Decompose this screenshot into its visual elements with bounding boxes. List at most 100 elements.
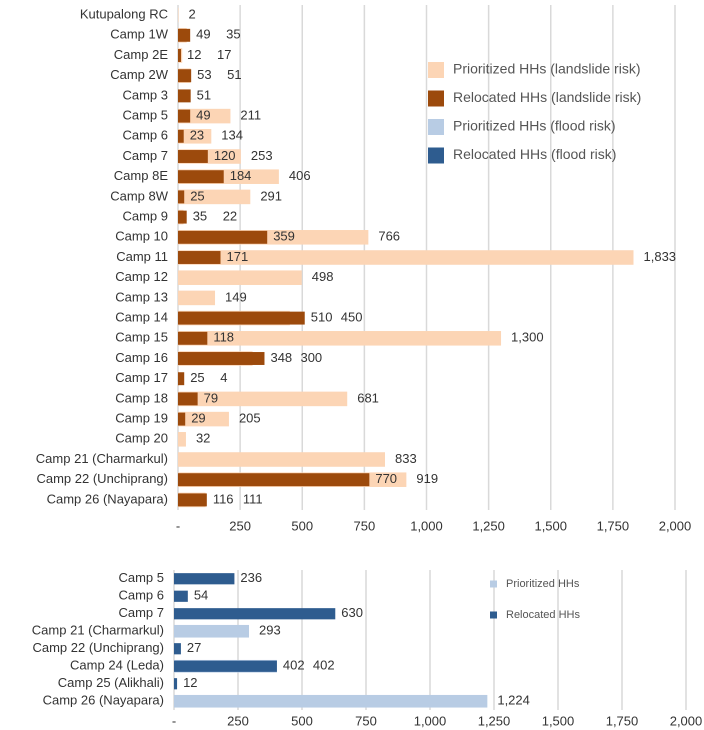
data-label: 35 [226,27,240,42]
data-label: 17 [217,47,231,62]
data-label: 79 [204,390,218,405]
data-label: 211 [240,108,261,123]
y-tick-label: Kutupalong RC [80,7,168,22]
data-label: 833 [395,451,417,466]
data-label: 120 [214,148,236,163]
y-tick-label: Camp 10 [115,229,168,244]
legend-label: Relocated HHs (flood risk) [453,146,616,162]
data-label: 681 [357,390,379,405]
legend-swatch [428,147,444,164]
data-label: 359 [273,229,295,244]
data-label: 49 [196,27,210,42]
bar [178,129,212,144]
legend-label: Relocated HHs (landslide risk) [453,89,641,105]
x-tick-label: - [172,713,176,728]
data-label: 205 [239,411,261,426]
data-label: 4 [220,370,227,385]
y-tick-label: Camp 26 (Nayapara) [47,491,168,506]
bar [178,473,370,487]
data-label: 54 [194,588,208,603]
data-label: 1,300 [511,330,544,345]
y-tick-label: Camp 9 [122,209,168,224]
bar [178,391,348,407]
bar [178,331,208,345]
bar [178,331,502,346]
bar [174,660,277,672]
data-label: 53 [197,67,211,82]
data-label: 919 [416,471,438,486]
data-label: 770 [375,471,397,486]
x-tick-label: - [176,518,180,533]
data-label: 118 [213,330,234,345]
bar [178,411,229,427]
bar [178,412,186,426]
data-label: 111 [243,491,263,506]
data-label: 2 [188,7,195,22]
legend-swatch [490,611,497,619]
data-label: 300 [300,350,322,365]
data-label: 49 [196,108,210,123]
bar [178,69,192,83]
y-tick-label: Camp 18 [115,390,168,405]
legend-label: Prioritized HHs (flood risk) [453,118,616,134]
bar [178,189,251,205]
data-label: 12 [183,675,197,690]
data-label: 1,224 [497,693,530,708]
bar [174,608,336,620]
y-tick-label: Camp 2E [114,47,169,62]
x-tick-label: 1,000 [414,713,447,728]
bar [178,89,191,103]
bar [178,352,265,365]
data-label: 32 [196,431,210,446]
x-tick-label: 1,500 [534,518,567,533]
data-label: 134 [221,128,243,143]
x-tick-label: 750 [354,518,376,533]
data-label: 35 [193,209,207,224]
y-tick-label: Camp 17 [115,370,168,385]
x-tick-label: 250 [227,713,249,728]
data-label: 27 [187,640,201,655]
data-label: 766 [378,229,400,244]
data-label: 498 [312,269,334,284]
x-tick-label: 750 [355,713,377,728]
y-tick-label: Camp 8W [110,188,169,203]
y-tick-label: Camp 6 [122,128,168,143]
bar [178,230,268,244]
legend-label: Prioritized HHs [506,578,580,590]
data-label: 25 [190,370,204,385]
y-tick-label: Camp 22 (Unchiprang) [36,471,168,486]
bar [178,452,386,467]
data-label: 236 [240,570,262,585]
y-tick-label: Camp 15 [115,330,168,345]
data-label: 402 [283,658,305,673]
y-tick-label: Camp 21 (Charmarkul) [32,623,164,638]
bar [178,28,191,42]
x-tick-label: 1,750 [597,518,630,533]
bar [178,493,207,507]
bar [178,290,216,306]
legend-swatch [490,580,497,588]
x-tick-label: 1,750 [606,713,639,728]
bar [178,270,302,285]
y-tick-label: Camp 8E [114,168,169,183]
legend-swatch [428,90,444,107]
bar [178,251,221,264]
bar [178,311,305,325]
bar [178,392,198,406]
y-tick-label: Camp 14 [115,310,168,325]
y-tick-label: Camp 20 [115,431,168,446]
bar [178,190,185,204]
y-tick-label: Camp 12 [115,269,168,284]
x-tick-label: 1,500 [542,713,575,728]
bar [174,678,178,690]
y-tick-label: Camp 22 (Unchiprang) [32,640,164,655]
data-label: 116 [213,491,234,506]
data-label: 293 [259,623,281,638]
bar [178,170,224,184]
bar [178,49,181,62]
legend-label: Prioritized HHs (landslide risk) [453,61,641,77]
y-tick-label: Camp 2W [110,67,169,82]
bar [174,590,188,602]
y-tick-label: Camp 5 [118,570,164,585]
bar [178,210,187,224]
